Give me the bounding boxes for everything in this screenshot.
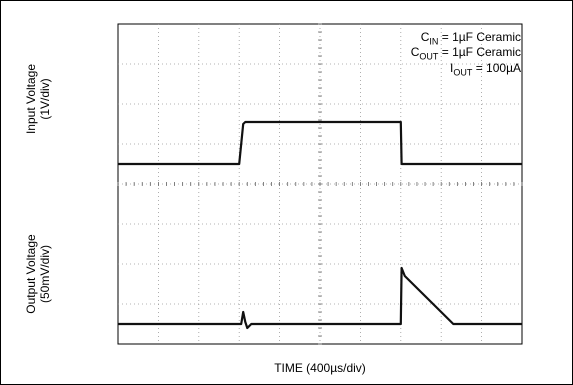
input-voltage-label-line2: (1V/div) <box>38 78 52 120</box>
annotation-cin: CIN = 1µF Ceramic <box>420 30 521 47</box>
annotation-iout: IOUT = 100µA <box>450 61 521 78</box>
trace-output-voltage <box>118 266 522 330</box>
traces <box>118 120 522 330</box>
trace-input-voltage <box>118 120 522 166</box>
output-voltage-axis-label: Output Voltage (50mV/div) <box>24 219 54 329</box>
output-voltage-label-line2: (50mV/div) <box>38 245 52 304</box>
input-voltage-label-line1: Input Voltage <box>24 63 38 135</box>
input-voltage-axis-label: Input Voltage (1V/div) <box>24 44 54 154</box>
output-voltage-label-line1: Output Voltage <box>24 234 38 314</box>
grid <box>117 23 523 345</box>
annotation-cout: COUT = 1µF Ceramic <box>410 45 521 62</box>
x-axis-label: TIME (400µs/div) <box>274 361 366 375</box>
